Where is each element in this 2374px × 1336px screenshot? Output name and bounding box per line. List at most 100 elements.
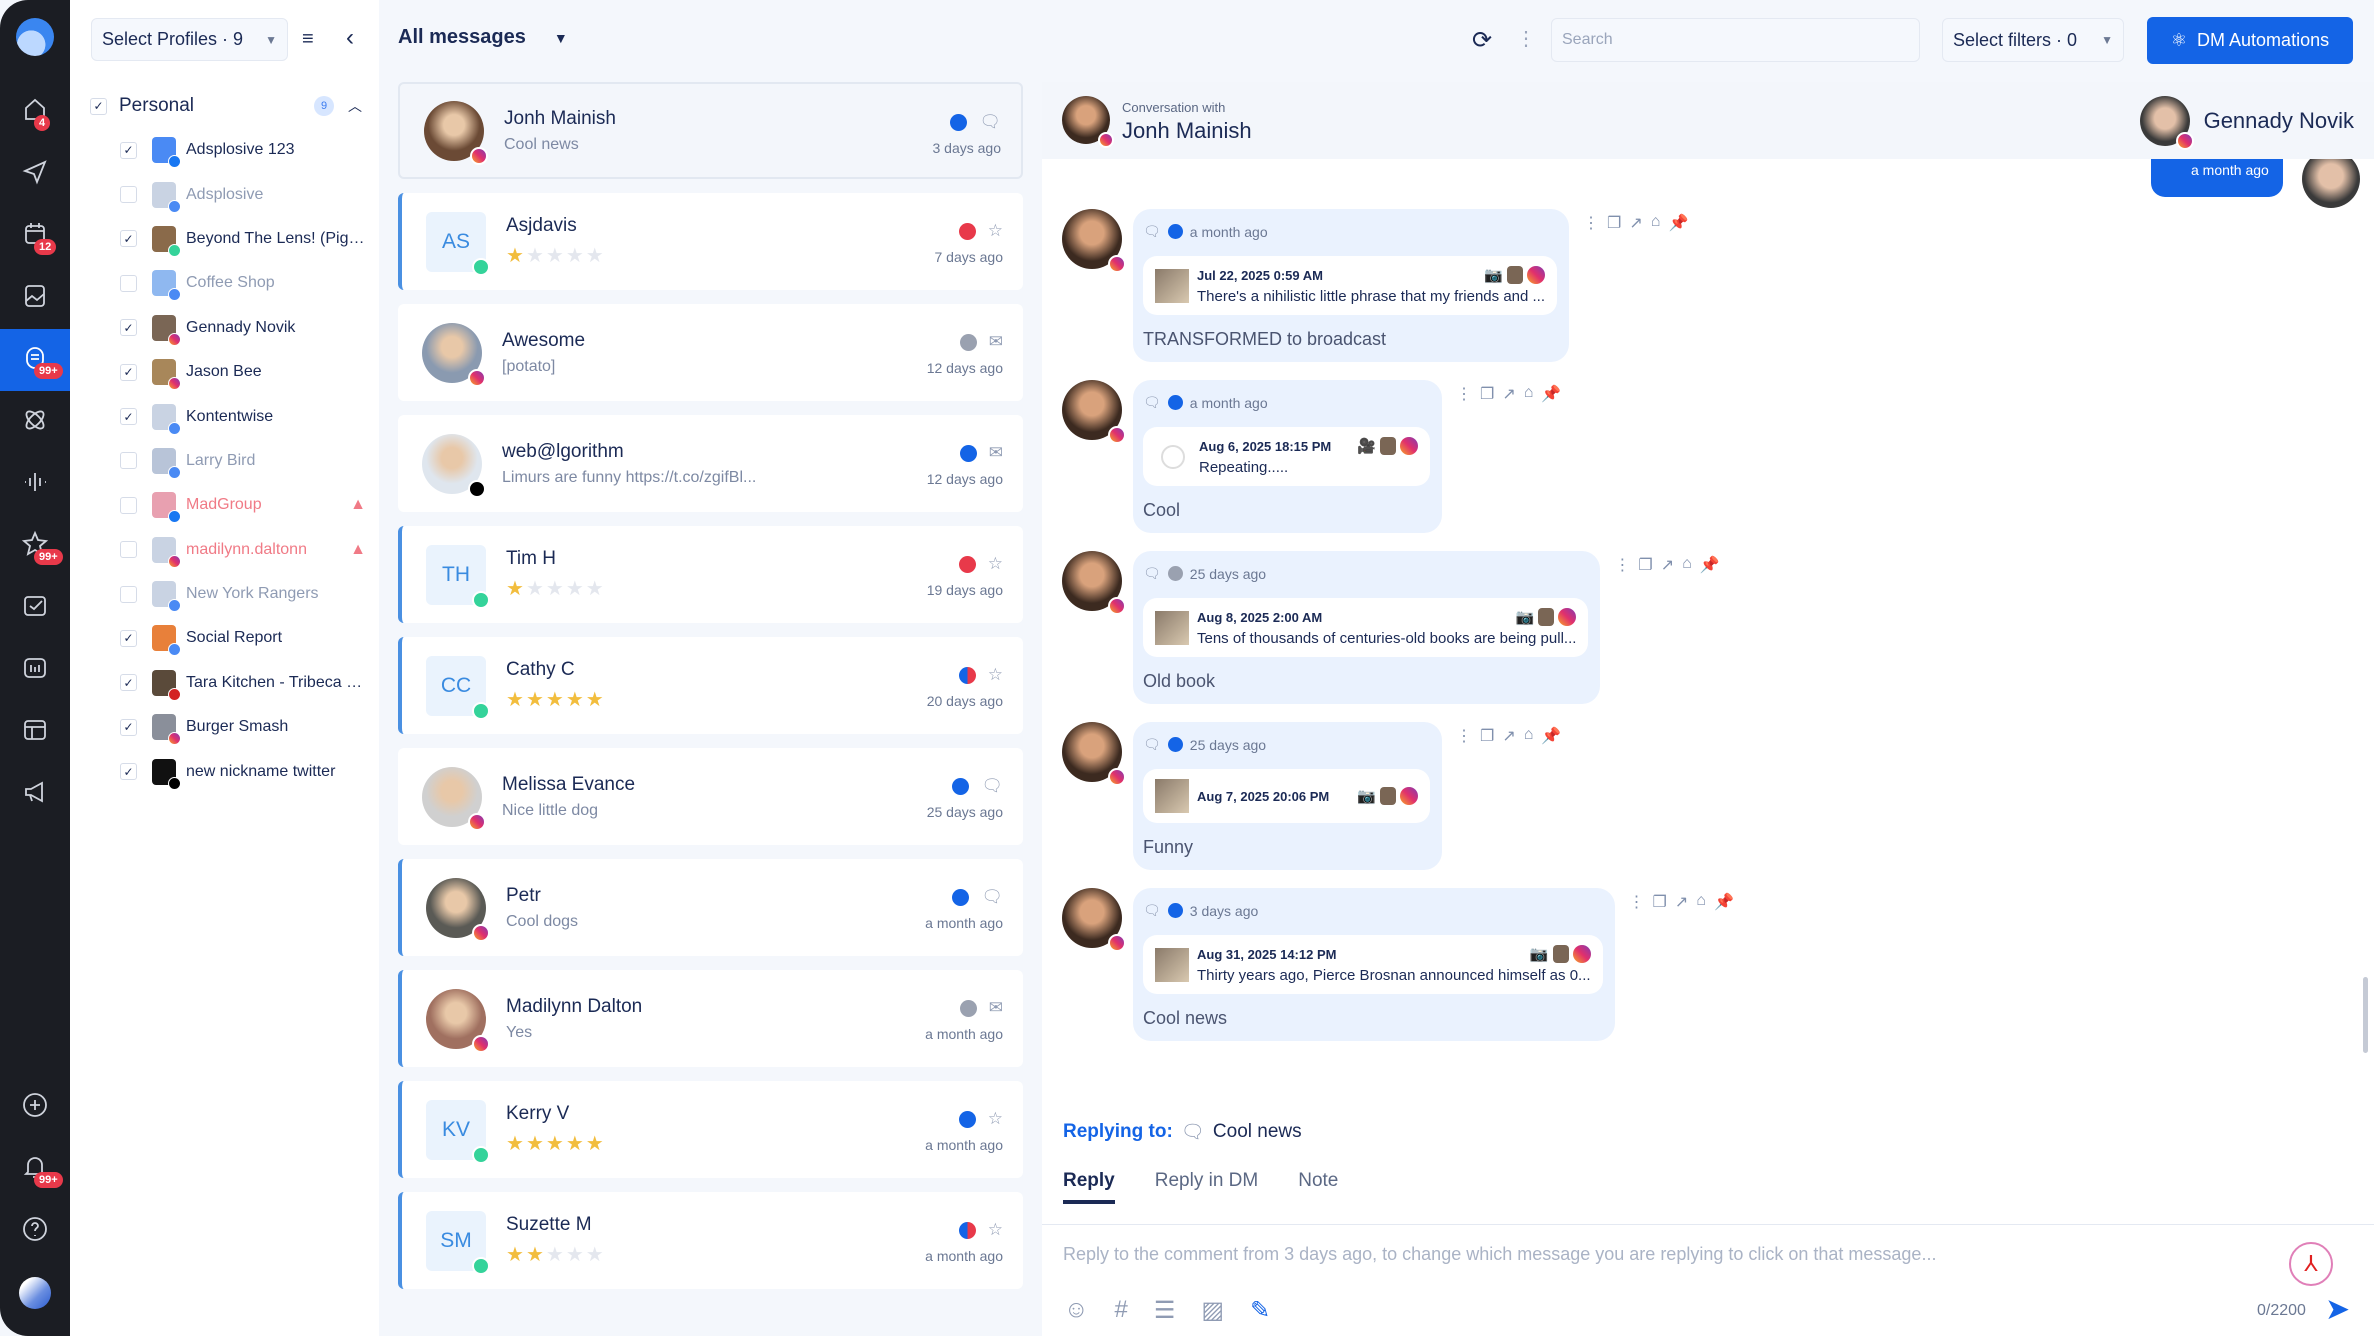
message-list-item[interactable]: web@lgorithm Limurs are funny https://t.c… <box>398 415 1023 512</box>
pin-icon[interactable]: 📌 <box>1713 894 1734 911</box>
more-options-icon[interactable]: ⋮ <box>1614 557 1631 574</box>
profile-checkbox[interactable] <box>120 496 137 514</box>
message-list-item[interactable]: KV Kerry V ★★★★★ ☆ a month ago <box>398 1081 1023 1178</box>
linked-post[interactable]: Aug 7, 2025 20:06 PM 📷 <box>1143 769 1430 823</box>
select-filters-dropdown[interactable]: Select filters · 0 ▼ <box>1942 18 2124 62</box>
share-icon[interactable]: ↗ <box>1674 894 1689 911</box>
pin-icon[interactable]: 📌 <box>1668 215 1689 232</box>
profile-item[interactable]: ✓ Kontentwise <box>120 394 370 438</box>
dm-automations-button[interactable]: ⚛ DM Automations <box>2147 17 2353 64</box>
share-icon[interactable]: ↗ <box>1660 557 1675 574</box>
linked-post[interactable]: Jul 22, 2025 0:59 AM 📷 There's a nihilisti… <box>1143 256 1558 315</box>
profile-item[interactable]: ✓ Burger Smash <box>120 705 370 749</box>
profile-checkbox[interactable]: ✓ <box>120 408 137 426</box>
profile-item[interactable]: ✓ Beyond The Lens! (Pigeo... <box>120 217 370 261</box>
more-options-icon[interactable]: ⋮ <box>1628 894 1645 911</box>
pdf-attachment-icon[interactable]: ⅄ <box>2289 1242 2333 1286</box>
thread-message[interactable]: 🗨 25 days ago Aug 8, 2025 2:00 AM 📷 Tens of … <box>1062 551 1734 704</box>
linked-post[interactable]: Aug 8, 2025 2:00 AM 📷 Tens of thousands of… <box>1143 598 1589 657</box>
message-bubble[interactable]: 🗨 25 days ago Aug 7, 2025 20:06 PM 📷 Funny <box>1133 722 1442 870</box>
message-list-item[interactable]: TH Tim H ★★★★★ ☆ 19 days ago <box>398 526 1023 623</box>
profile-item[interactable]: ✓ Adsplosive 123 <box>120 128 370 172</box>
nav-item-account[interactable] <box>0 1262 70 1324</box>
refresh-icon[interactable]: ⟳ <box>1472 27 1493 54</box>
message-list-item[interactable]: Melissa Evance Nice little dog 🗨 25 days ag… <box>398 748 1023 845</box>
profile-item[interactable]: New York Rangers <box>120 572 370 616</box>
tag-icon[interactable]: ⌂ <box>1682 555 1692 572</box>
profile-item[interactable]: ✓ Gennady Novik <box>120 306 370 350</box>
more-options-icon[interactable]: ⋮ <box>1456 386 1472 403</box>
pin-icon[interactable]: 📌 <box>1541 386 1562 403</box>
pin-icon[interactable]: 📌 <box>1699 557 1720 574</box>
message-bubble[interactable]: 🗨 a month ago Aug 6, 2025 18:15 PM 🎥 Repeati… <box>1133 380 1442 533</box>
nav-item-tasks[interactable] <box>0 577 70 639</box>
nav-item-listening-waveform[interactable] <box>0 453 70 515</box>
profile-checkbox[interactable] <box>120 186 137 204</box>
profile-checkbox[interactable] <box>120 585 137 603</box>
profile-item[interactable]: Coffee Shop <box>120 261 370 305</box>
profile-checkbox[interactable]: ✓ <box>120 629 137 647</box>
copy-icon[interactable]: ❐ <box>1638 557 1653 574</box>
profile-item[interactable]: Adsplosive <box>120 172 370 216</box>
tab-reply-in-dm[interactable]: Reply in DM <box>1154 1170 1259 1191</box>
nav-item-media-library[interactable] <box>0 267 70 329</box>
profile-checkbox[interactable]: ✓ <box>120 674 137 692</box>
nav-item-send[interactable] <box>0 143 70 205</box>
profile-item[interactable]: ✓ Tara Kitchen - Tribeca N... <box>120 661 370 705</box>
contact-avatar[interactable] <box>1062 96 1114 148</box>
profile-checkbox[interactable] <box>120 274 137 292</box>
share-icon[interactable]: ↗ <box>1502 728 1516 745</box>
thread-scrollbar[interactable] <box>2363 977 2368 1053</box>
nav-item-help[interactable] <box>0 1200 70 1262</box>
pin-icon[interactable]: 📌 <box>1541 728 1562 745</box>
message-list-item[interactable]: Petr Cool dogs 🗨 a month ago <box>398 859 1023 956</box>
more-options-icon[interactable]: ⋮ <box>1583 215 1600 232</box>
thread-message[interactable]: 🗨 3 days ago Aug 31, 2025 14:12 PM 📷 Thirty … <box>1062 888 1734 1041</box>
tag-icon[interactable]: ⌂ <box>1523 384 1534 401</box>
nav-item-bell[interactable]: 99+ <box>0 1138 70 1200</box>
message-bubble[interactable]: 🗨 25 days ago Aug 8, 2025 2:00 AM 📷 Tens of … <box>1133 551 1601 704</box>
more-options-icon[interactable]: ⋮ <box>1456 728 1472 745</box>
share-icon[interactable]: ↗ <box>1629 215 1643 232</box>
saved-replies-icon[interactable]: ☰ <box>1153 1297 1176 1324</box>
tag-icon[interactable]: ⌂ <box>1523 726 1534 743</box>
message-list-item[interactable]: Awesome [potato] ✉ 12 days ago <box>398 304 1023 401</box>
tab-note[interactable]: Note <box>1298 1170 1339 1191</box>
nav-item-home[interactable]: 4 <box>0 81 70 143</box>
select-profiles-dropdown[interactable]: Select Profiles · 9 ▼ <box>91 18 288 61</box>
tag-icon[interactable]: ⌂ <box>1650 213 1661 230</box>
profile-checkbox[interactable]: ✓ <box>120 718 137 736</box>
profile-group-personal[interactable]: ✓ Personal 9 ︿ <box>90 92 362 120</box>
share-icon[interactable]: ↗ <box>1502 386 1516 403</box>
emoji-icon[interactable]: ☺ <box>1064 1296 1089 1323</box>
thread-message[interactable]: 🗨 a month ago Jul 22, 2025 0:59 AM 📷 There's… <box>1062 209 1734 362</box>
nav-item-reports[interactable] <box>0 639 70 701</box>
profile-checkbox[interactable]: ✓ <box>120 363 137 381</box>
linked-post[interactable]: Aug 6, 2025 18:15 PM 🎥 Repeating..... <box>1143 427 1430 486</box>
tab-reply[interactable]: Reply <box>1063 1170 1115 1204</box>
group-checkbox[interactable]: ✓ <box>90 97 107 115</box>
profile-checkbox[interactable]: ✓ <box>120 763 137 781</box>
profile-checkbox[interactable]: ✓ <box>120 141 137 159</box>
nav-item-reviews-star[interactable]: 99+ <box>0 515 70 577</box>
ai-magic-wand-icon[interactable]: ✎ <box>1250 1297 1271 1324</box>
send-icon[interactable]: ➤ <box>2325 1293 2351 1326</box>
linked-post[interactable]: Aug 31, 2025 14:12 PM 📷 Thirty years ago, … <box>1143 935 1603 994</box>
message-bubble[interactable]: 🗨 a month ago Jul 22, 2025 0:59 AM 📷 There's… <box>1133 209 1570 362</box>
thread-message[interactable]: 🗨 25 days ago Aug 7, 2025 20:06 PM 📷 Funny ⋮ ❐… <box>1062 722 1734 870</box>
message-list-item[interactable]: SM Suzette M ★★★★★ ☆ a month ago <box>398 1192 1023 1289</box>
nav-item-megaphone[interactable] <box>0 763 70 825</box>
profile-item[interactable]: MadGroup ▲ <box>120 483 370 527</box>
thread-message[interactable]: 🗨 a month ago Aug 6, 2025 18:15 PM 🎥 Repeati… <box>1062 380 1734 533</box>
profile-checkbox[interactable]: ✓ <box>120 230 137 248</box>
profile-checkbox[interactable] <box>120 541 137 559</box>
hashtag-icon[interactable]: # <box>1114 1296 1128 1323</box>
nav-item-inbox[interactable]: 99+ <box>0 329 70 391</box>
profile-item[interactable]: ✓ Social Report <box>120 616 370 660</box>
profile-item[interactable]: madilynn.daltonn ▲ <box>120 528 370 572</box>
profile-checkbox[interactable] <box>120 452 137 470</box>
account-selector[interactable]: Gennady Novik <box>2139 96 2354 150</box>
copy-icon[interactable]: ❐ <box>1607 215 1622 232</box>
profile-item[interactable]: Larry Bird <box>120 439 370 483</box>
app-logo[interactable] <box>16 18 54 56</box>
